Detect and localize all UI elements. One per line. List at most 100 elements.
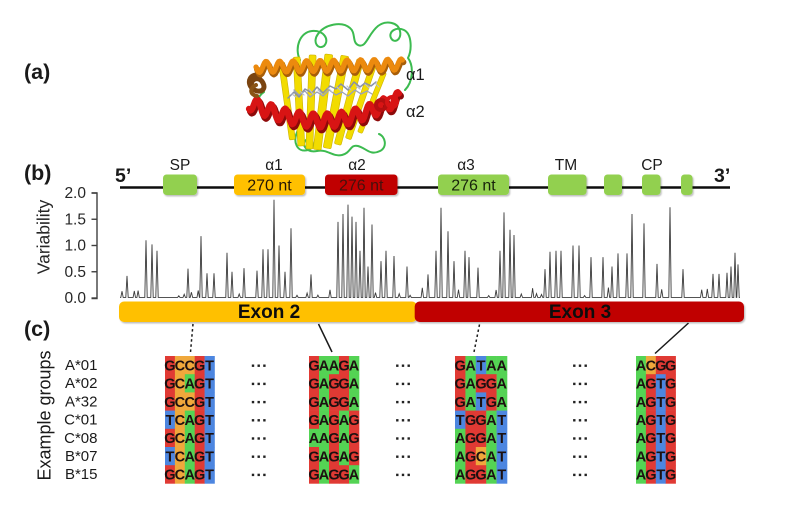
svg-text:G: G [475, 468, 486, 484]
svg-text:(c): (c) [24, 317, 50, 341]
svg-text:G: G [308, 449, 319, 465]
svg-text:G: G [164, 377, 175, 393]
svg-text:C: C [476, 449, 487, 465]
svg-text:G: G [645, 431, 656, 447]
svg-text:G: G [475, 431, 486, 447]
svg-text:G: G [308, 413, 319, 429]
svg-text:G: G [348, 431, 359, 447]
svg-text:A: A [349, 468, 360, 484]
svg-text:A: A [636, 395, 647, 411]
svg-text:1.0: 1.0 [64, 238, 86, 255]
svg-text:G: G [665, 468, 676, 484]
svg-text:A: A [465, 395, 476, 411]
svg-text:T: T [166, 449, 175, 465]
svg-text:G: G [164, 358, 175, 374]
svg-text:A: A [185, 449, 196, 465]
svg-text:A: A [497, 358, 508, 374]
svg-text:G: G [475, 413, 486, 429]
svg-text:T: T [456, 413, 465, 429]
svg-text:G: G [665, 377, 676, 393]
svg-text:A: A [339, 449, 350, 465]
svg-text:(a): (a) [24, 60, 50, 84]
svg-text:A*32: A*32 [65, 393, 98, 410]
svg-text:A: A [486, 449, 497, 465]
svg-text:G: G [665, 431, 676, 447]
svg-text:G: G [338, 395, 349, 411]
svg-text:G: G [465, 468, 476, 484]
svg-text:C: C [175, 431, 186, 447]
svg-text:A: A [319, 431, 330, 447]
svg-text:G: G [164, 468, 175, 484]
svg-text:G: G [194, 431, 205, 447]
svg-text:C: C [175, 468, 186, 484]
svg-text:B*07: B*07 [65, 448, 98, 465]
svg-text:A*02: A*02 [65, 375, 98, 392]
svg-text:A: A [185, 431, 196, 447]
svg-text:Exon 3: Exon 3 [549, 302, 611, 323]
svg-text:A: A [319, 413, 330, 429]
svg-text:C: C [185, 395, 196, 411]
svg-text:G: G [348, 449, 359, 465]
svg-text:A: A [636, 468, 647, 484]
svg-text:C: C [175, 395, 186, 411]
svg-text:G: G [665, 395, 676, 411]
svg-text:A: A [636, 358, 647, 374]
svg-text:5’: 5’ [115, 165, 131, 187]
svg-text:G: G [465, 431, 476, 447]
svg-text:G: G [338, 468, 349, 484]
svg-text:A: A [349, 358, 360, 374]
svg-text:G: G [308, 358, 319, 374]
svg-text:G: G [194, 395, 205, 411]
svg-text:(b): (b) [24, 161, 51, 185]
svg-text:A: A [185, 413, 196, 429]
svg-text:A: A [486, 431, 497, 447]
svg-text:A: A [486, 413, 497, 429]
svg-text:G: G [308, 377, 319, 393]
svg-text:G: G [194, 413, 205, 429]
svg-text:G: G [465, 449, 476, 465]
svg-text:A: A [349, 377, 360, 393]
svg-text:G: G [194, 358, 205, 374]
svg-text:A: A [185, 468, 196, 484]
svg-text:A: A [185, 377, 196, 393]
svg-text:0.5: 0.5 [64, 264, 86, 281]
svg-text:A: A [309, 431, 320, 447]
svg-text:T: T [656, 468, 665, 484]
svg-text:G: G [194, 468, 205, 484]
svg-text:G: G [328, 377, 339, 393]
svg-text:G: G [194, 377, 205, 393]
svg-text:G: G [645, 395, 656, 411]
svg-text:A: A [329, 358, 340, 374]
svg-text:A: A [319, 395, 330, 411]
svg-text:A: A [455, 468, 466, 484]
svg-text:A: A [349, 395, 360, 411]
svg-text:A: A [486, 358, 497, 374]
svg-text:T: T [497, 468, 506, 484]
svg-text:T: T [477, 395, 486, 411]
svg-text:A: A [339, 431, 350, 447]
svg-text:T: T [656, 377, 665, 393]
svg-text:G: G [164, 431, 175, 447]
svg-text:A: A [455, 449, 466, 465]
svg-text:G: G [645, 468, 656, 484]
svg-text:G: G [328, 431, 339, 447]
svg-text:G: G [328, 468, 339, 484]
svg-text:T: T [205, 449, 214, 465]
svg-text:α1: α1 [406, 66, 425, 84]
svg-text:T: T [205, 358, 214, 374]
svg-text:G: G [665, 358, 676, 374]
svg-text:T: T [656, 395, 665, 411]
svg-text:A: A [636, 431, 647, 447]
svg-text:276 nt: 276 nt [339, 178, 384, 195]
svg-text:A: A [497, 377, 508, 393]
svg-text:A: A [636, 413, 647, 429]
svg-text:270 nt: 270 nt [247, 178, 292, 195]
svg-text:C: C [175, 377, 186, 393]
svg-text:G: G [308, 395, 319, 411]
svg-text:A: A [319, 377, 330, 393]
svg-text:T: T [497, 413, 506, 429]
svg-text:A: A [319, 449, 330, 465]
svg-text:T: T [497, 431, 506, 447]
svg-text:α3: α3 [457, 157, 475, 174]
svg-text:C: C [175, 358, 186, 374]
